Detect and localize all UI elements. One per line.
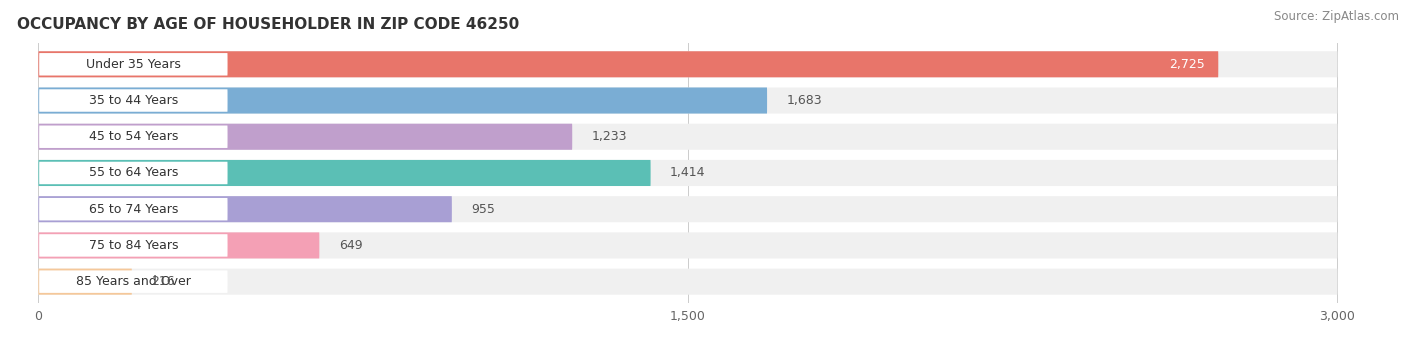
FancyBboxPatch shape — [38, 87, 768, 114]
Text: 216: 216 — [152, 275, 174, 288]
FancyBboxPatch shape — [39, 198, 228, 220]
Text: 45 to 54 Years: 45 to 54 Years — [89, 130, 179, 143]
Text: OCCUPANCY BY AGE OF HOUSEHOLDER IN ZIP CODE 46250: OCCUPANCY BY AGE OF HOUSEHOLDER IN ZIP C… — [17, 17, 519, 32]
FancyBboxPatch shape — [38, 232, 319, 258]
FancyBboxPatch shape — [38, 51, 1218, 77]
FancyBboxPatch shape — [38, 269, 132, 295]
FancyBboxPatch shape — [39, 125, 228, 148]
FancyBboxPatch shape — [39, 270, 228, 293]
FancyBboxPatch shape — [38, 196, 1337, 222]
FancyBboxPatch shape — [39, 89, 228, 112]
FancyBboxPatch shape — [38, 232, 1337, 258]
Text: Source: ZipAtlas.com: Source: ZipAtlas.com — [1274, 10, 1399, 23]
FancyBboxPatch shape — [38, 124, 572, 150]
Text: Under 35 Years: Under 35 Years — [86, 58, 181, 71]
Text: 1,683: 1,683 — [786, 94, 823, 107]
Text: 85 Years and Over: 85 Years and Over — [76, 275, 191, 288]
Text: 1,233: 1,233 — [592, 130, 627, 143]
FancyBboxPatch shape — [39, 234, 228, 257]
Text: 35 to 44 Years: 35 to 44 Years — [89, 94, 179, 107]
FancyBboxPatch shape — [39, 162, 228, 184]
FancyBboxPatch shape — [38, 124, 1337, 150]
Text: 955: 955 — [471, 203, 495, 216]
FancyBboxPatch shape — [38, 87, 1337, 114]
Text: 649: 649 — [339, 239, 363, 252]
FancyBboxPatch shape — [38, 160, 1337, 186]
Text: 65 to 74 Years: 65 to 74 Years — [89, 203, 179, 216]
Text: 2,725: 2,725 — [1170, 58, 1205, 71]
FancyBboxPatch shape — [38, 51, 1337, 77]
FancyBboxPatch shape — [39, 53, 228, 75]
Text: 1,414: 1,414 — [671, 167, 706, 180]
FancyBboxPatch shape — [38, 196, 451, 222]
FancyBboxPatch shape — [38, 269, 1337, 295]
Text: 75 to 84 Years: 75 to 84 Years — [89, 239, 179, 252]
Text: 55 to 64 Years: 55 to 64 Years — [89, 167, 179, 180]
FancyBboxPatch shape — [38, 160, 651, 186]
